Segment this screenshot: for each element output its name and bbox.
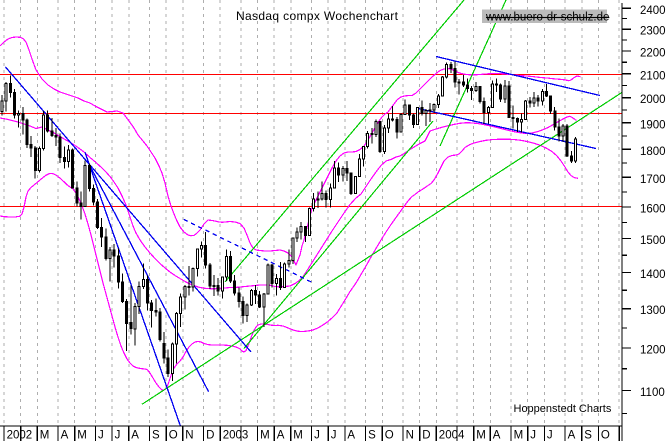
svg-text:1800: 1800 [640, 146, 666, 158]
svg-text:M: M [77, 430, 87, 442]
svg-text:J: J [331, 430, 337, 442]
svg-text:Hoppenstedt Charts: Hoppenstedt Charts [514, 403, 612, 415]
svg-text:J: J [530, 430, 536, 442]
svg-text:1200: 1200 [640, 344, 666, 356]
svg-text:www.buero-dr-schulz.de: www.buero-dr-schulz.de [485, 12, 609, 24]
svg-text:J: J [314, 430, 320, 442]
svg-text:Nasdaq compx Wochenchart: Nasdaq compx Wochenchart [236, 9, 399, 23]
svg-text:A: A [493, 430, 501, 442]
svg-text:O: O [385, 430, 394, 442]
svg-text:A: A [131, 430, 139, 442]
svg-text:A: A [568, 430, 576, 442]
svg-text:M: M [40, 430, 50, 442]
svg-text:2300: 2300 [640, 26, 666, 38]
svg-text:1700: 1700 [640, 174, 666, 186]
svg-text:1100: 1100 [640, 387, 665, 399]
svg-text:D: D [422, 430, 430, 442]
svg-text:M: M [260, 430, 270, 442]
svg-text:1600: 1600 [640, 204, 666, 216]
svg-text:M: M [476, 430, 486, 442]
svg-text:2200: 2200 [640, 47, 666, 59]
svg-text:2000: 2000 [640, 94, 666, 106]
svg-text:A: A [347, 430, 355, 442]
svg-text:1500: 1500 [640, 235, 666, 247]
svg-text:S: S [584, 430, 592, 442]
svg-text:2100: 2100 [640, 70, 666, 82]
svg-text:A: A [61, 430, 69, 442]
svg-text:N: N [185, 430, 193, 442]
svg-text:S: S [152, 430, 160, 442]
svg-text:2003: 2003 [223, 430, 249, 442]
svg-text:J: J [98, 430, 104, 442]
svg-text:J: J [547, 430, 553, 442]
svg-text:2400: 2400 [640, 5, 666, 17]
svg-text:D: D [206, 430, 214, 442]
svg-text:A: A [277, 430, 285, 442]
svg-text:M: M [514, 430, 524, 442]
svg-text:O: O [601, 430, 610, 442]
svg-text:1900: 1900 [640, 119, 666, 131]
svg-text:O: O [169, 430, 178, 442]
svg-text:1400: 1400 [640, 269, 666, 281]
svg-text:2002: 2002 [7, 430, 33, 442]
svg-text:J: J [115, 430, 121, 442]
svg-text:M: M [293, 430, 303, 442]
svg-text:N: N [406, 430, 414, 442]
svg-text:1300: 1300 [640, 305, 666, 317]
svg-text:2004: 2004 [439, 430, 465, 442]
svg-text:S: S [368, 430, 376, 442]
